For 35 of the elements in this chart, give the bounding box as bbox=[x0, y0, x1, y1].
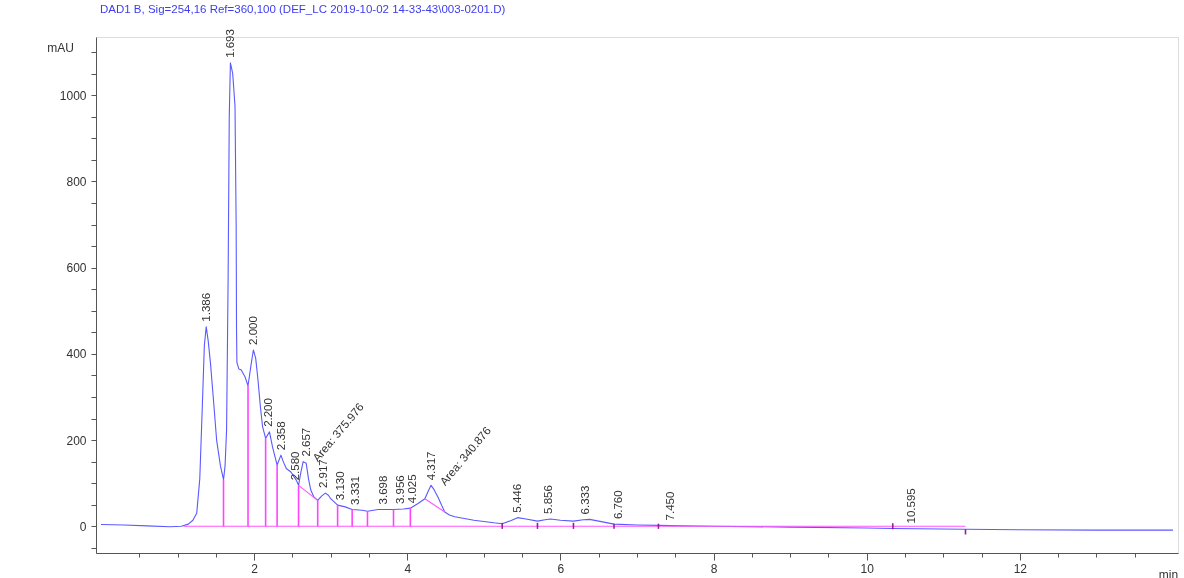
y-tick-label: 0 bbox=[79, 519, 87, 534]
annotation: 4.317 bbox=[424, 451, 437, 481]
annotation: 1.386 bbox=[200, 292, 213, 322]
annotation: 5.856 bbox=[542, 485, 555, 514]
chart-title: DAD1 B, Sig=254,16 Ref=360,100 (DEF_LC 2019-10-02 14-33-43\003-0201.D) bbox=[100, 2, 506, 15]
y-tick-label: 1000 bbox=[59, 88, 87, 103]
annotation: 2.200 bbox=[262, 398, 275, 427]
x-tick-label: 6 bbox=[557, 561, 565, 576]
x-tick-label: 10 bbox=[860, 561, 875, 576]
x-tick-label: 12 bbox=[1013, 561, 1028, 576]
x-tick-label: 2 bbox=[251, 561, 259, 576]
annotation: 3.698 bbox=[377, 475, 390, 505]
annotation: 5.446 bbox=[511, 483, 524, 513]
annotation: 2.000 bbox=[247, 316, 260, 345]
annotation: 3.331 bbox=[349, 476, 362, 505]
annotation: 1.693 bbox=[223, 29, 236, 58]
x-tick-label: 4 bbox=[404, 561, 412, 576]
y-axis-title: mAU bbox=[47, 40, 74, 55]
annotation: 7.450 bbox=[664, 491, 677, 521]
y-tick-label: 200 bbox=[66, 433, 87, 448]
annotation: 6.333 bbox=[578, 485, 591, 515]
y-tick-label: 400 bbox=[66, 347, 87, 362]
annotation: 3.956 bbox=[393, 475, 406, 505]
x-tick-label: 8 bbox=[710, 561, 718, 576]
annotation: 3.130 bbox=[333, 471, 346, 501]
annotation: 2.358 bbox=[274, 421, 287, 451]
y-tick-label: 600 bbox=[66, 261, 87, 276]
x-axis-title: min bbox=[1158, 567, 1179, 578]
annotation: 10.595 bbox=[905, 488, 918, 524]
annotation: 2.580 bbox=[288, 451, 301, 481]
annotation: 4.025 bbox=[405, 474, 418, 504]
annotation: 2.657 bbox=[300, 427, 313, 457]
line-series bbox=[100, 62, 1174, 531]
annotation: 6.760 bbox=[611, 490, 624, 520]
y-tick-label: 800 bbox=[66, 174, 87, 189]
